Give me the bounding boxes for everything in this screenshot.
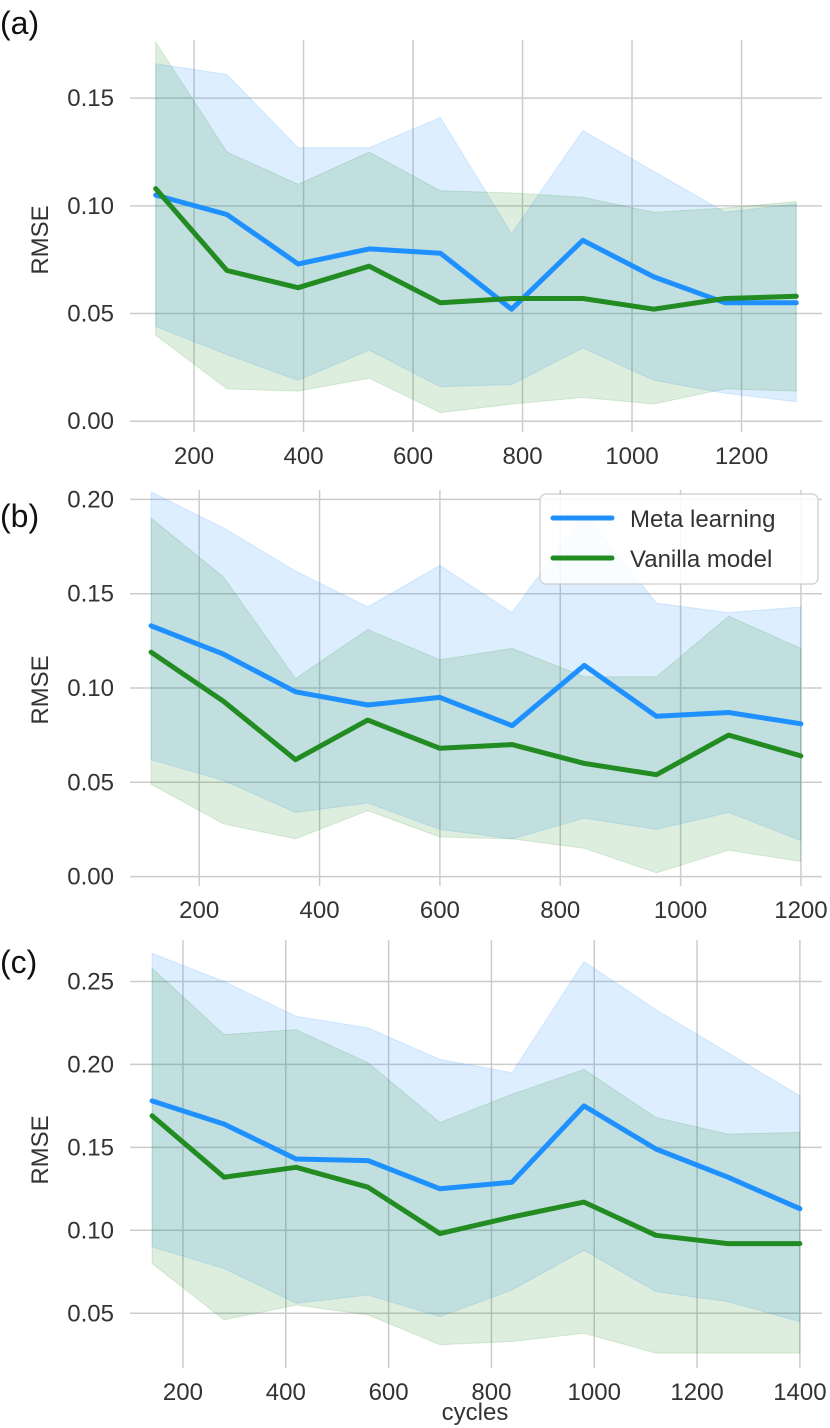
series-line-vanilla-model [153, 186, 799, 312]
x-tick-label: 800 [503, 443, 543, 470]
y-tick-label: 0.00 [67, 408, 114, 435]
x-tick-label: 400 [266, 1379, 306, 1406]
series-line-meta-learning [153, 192, 799, 312]
x-tick-label: 600 [369, 1379, 409, 1406]
x-tick-label: 600 [420, 897, 460, 924]
panel-label: (a) [0, 5, 39, 41]
panel-c: (c) RMSE cycles 200 400 600 800 1000 1200 1400… [0, 940, 827, 1426]
legend-label-vanilla-model: Vanilla model [630, 546, 772, 573]
grid [130, 940, 822, 1368]
x-tick-label: 1400 [773, 1379, 826, 1406]
y-axis-label: RMSE [27, 655, 54, 724]
y-tick-label: 0.05 [67, 1300, 114, 1327]
y-tick-label: 0.00 [67, 864, 114, 891]
panel-label: (b) [0, 498, 39, 534]
x-tick-label: 1000 [654, 897, 707, 924]
confidence-band-vanilla-model [150, 517, 802, 874]
confidence-band-meta-learning [155, 63, 797, 403]
x-tick-label: 1200 [670, 1379, 723, 1406]
series-line-vanilla-model [149, 1113, 803, 1247]
y-tick-label: 0.10 [67, 1217, 114, 1244]
panel-label: (c) [0, 944, 37, 980]
y-axis-label: RMSE [27, 205, 54, 274]
x-tick-label: 1000 [605, 443, 658, 470]
x-tick-label: 1000 [568, 1379, 621, 1406]
series-line-meta-learning [149, 1098, 803, 1212]
x-tick-label: 200 [163, 1379, 203, 1406]
confidence-band-vanilla-model [155, 40, 797, 414]
x-tick-label: 600 [393, 443, 433, 470]
y-tick-label: 0.15 [67, 1134, 114, 1161]
x-tick-label: 1200 [774, 897, 827, 924]
y-axis-label: RMSE [27, 1115, 54, 1184]
x-tick-label: 200 [179, 897, 219, 924]
x-tick-label: 200 [174, 443, 214, 470]
panel-b: (b) RMSE 200 400 600 800 1000 1200 0.00 0.05 0.1… [0, 486, 828, 924]
y-tick-label: 0.10 [67, 193, 114, 220]
x-tick-label: 1200 [715, 443, 768, 470]
series-line-meta-learning [148, 623, 804, 729]
y-tick-label: 0.15 [67, 85, 114, 112]
confidence-band-meta-learning [150, 491, 802, 842]
legend-label-meta-learning: Meta learning [630, 506, 775, 533]
x-tick-label: 800 [471, 1379, 511, 1406]
y-tick-label: 0.15 [67, 581, 114, 608]
x-tick-label: 400 [300, 897, 340, 924]
grid [130, 490, 822, 886]
x-axis-label: cycles [442, 1399, 509, 1426]
grid [130, 40, 822, 432]
y-tick-label: 0.10 [67, 675, 114, 702]
y-tick-label: 0.05 [67, 301, 114, 328]
y-tick-label: 0.05 [67, 769, 114, 796]
y-tick-label: 0.20 [67, 1051, 114, 1078]
panel-a: (a) RMSE 200 400 600 800 1000 1200 0.00 0.05 0.1… [0, 5, 822, 470]
confidence-band-vanilla-model [151, 967, 801, 1354]
y-tick-label: 0.20 [67, 486, 114, 513]
x-tick-label: 400 [284, 443, 324, 470]
legend: Meta learning Vanilla model [539, 493, 819, 585]
series-line-vanilla-model [148, 649, 804, 778]
x-tick-label: 800 [540, 897, 580, 924]
y-tick-label: 0.25 [67, 968, 114, 995]
